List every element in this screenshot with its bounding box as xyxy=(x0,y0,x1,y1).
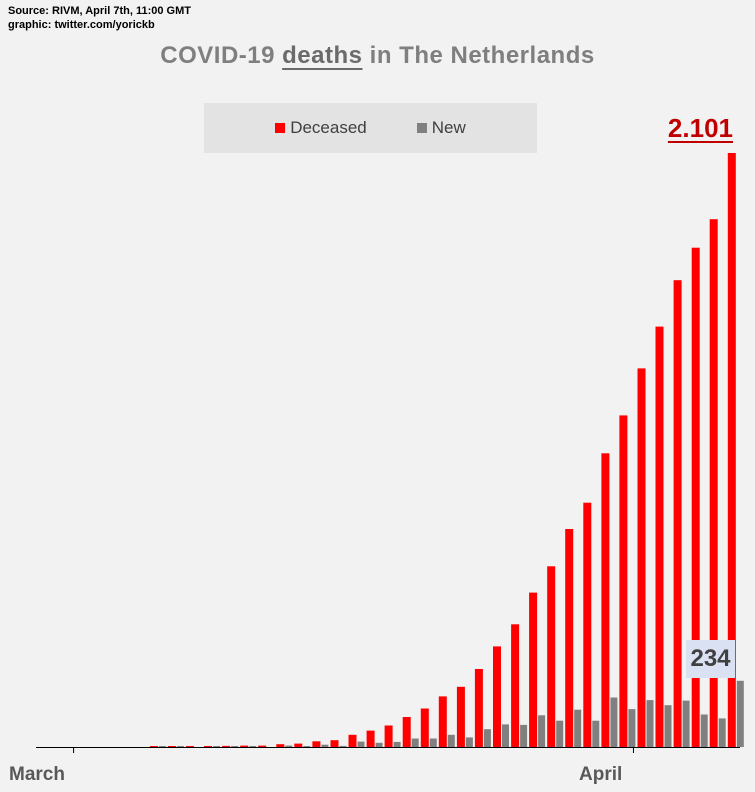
bar-deceased xyxy=(204,746,212,747)
bar-deceased xyxy=(511,624,520,747)
bar-new xyxy=(411,738,419,747)
bar-deceased xyxy=(456,686,465,747)
bar-new xyxy=(285,745,293,747)
bar-new xyxy=(718,718,726,747)
bar-new xyxy=(646,700,654,747)
legend-label-deceased: Deceased xyxy=(290,118,367,137)
legend-swatch-deceased xyxy=(275,123,286,133)
bar-deceased xyxy=(240,745,249,747)
bar-deceased xyxy=(420,708,429,747)
bar-new xyxy=(682,700,690,747)
bar-deceased xyxy=(673,280,682,747)
bar-new xyxy=(321,744,329,747)
bar-deceased xyxy=(294,743,303,747)
data-label-new-last: 234 xyxy=(686,640,735,678)
bar-deceased xyxy=(149,746,158,747)
chart-legend: Deceased New xyxy=(204,103,537,153)
bar-new xyxy=(339,745,347,747)
bar-deceased xyxy=(167,746,176,747)
bar-new xyxy=(465,737,473,747)
bar-new xyxy=(231,746,239,747)
bar-deceased xyxy=(330,740,339,747)
bar-new xyxy=(303,746,311,747)
bar-new xyxy=(610,697,618,747)
bar-new xyxy=(447,734,455,747)
x-tick-label-march: March xyxy=(9,764,65,785)
bar-deceased xyxy=(727,153,736,747)
bar-new xyxy=(574,709,582,747)
bar-new xyxy=(429,738,437,747)
bar-deceased xyxy=(583,502,592,747)
bar-new xyxy=(538,715,546,747)
bar-new xyxy=(736,680,744,747)
bar-deceased xyxy=(637,368,646,747)
data-label-deceased-last: 2.101 xyxy=(667,113,733,143)
bar-deceased xyxy=(601,453,610,747)
bar-deceased xyxy=(529,592,538,747)
x-tick-label-april: April xyxy=(579,764,623,785)
bar-deceased xyxy=(384,725,393,747)
bar-deceased xyxy=(709,219,718,747)
bar-deceased xyxy=(474,669,483,747)
bar-deceased xyxy=(348,734,357,747)
bar-new xyxy=(520,724,528,747)
bar-new xyxy=(393,741,401,747)
legend-label-new: New xyxy=(431,118,466,137)
bar-deceased xyxy=(258,745,267,747)
source-line: Source: RIVM, April 7th, 11:00 GMT xyxy=(8,5,191,17)
bar-new xyxy=(664,705,672,747)
bar-new xyxy=(375,742,383,747)
bar-deceased xyxy=(565,529,574,747)
graphic-credit: graphic: twitter.com/yorickb xyxy=(8,19,155,31)
bar-deceased xyxy=(186,746,194,747)
bar-new xyxy=(592,720,600,747)
bar-new xyxy=(357,741,365,747)
bar-deceased xyxy=(547,566,556,747)
legend-swatch-new xyxy=(416,123,427,133)
bar-new xyxy=(213,746,220,747)
bar-new xyxy=(628,709,636,747)
bar-deceased xyxy=(366,730,375,747)
title-part-1: COVID-19 xyxy=(160,42,275,69)
title-highlight: deaths xyxy=(282,42,363,69)
bar-new xyxy=(176,746,184,747)
legend-item-new: New xyxy=(416,118,466,138)
title-part-3: in The Netherlands xyxy=(369,42,595,69)
bar-new xyxy=(556,720,564,747)
bar-deceased xyxy=(438,696,447,747)
bar-new xyxy=(700,714,708,747)
chart-title: COVID-19 deaths in The Netherlands xyxy=(0,42,755,70)
legend-item-deceased: Deceased xyxy=(275,118,367,138)
bar-deceased xyxy=(222,745,231,747)
bar-new xyxy=(483,729,491,747)
bar-deceased xyxy=(493,646,501,747)
bar-new xyxy=(502,724,509,747)
bar-deceased xyxy=(312,741,321,747)
bar-new xyxy=(249,746,257,747)
bar-deceased xyxy=(655,326,664,747)
bar-new xyxy=(158,746,166,747)
bar-deceased xyxy=(691,247,700,747)
bar-deceased xyxy=(402,717,411,747)
bar-deceased xyxy=(276,744,285,747)
bar-deceased xyxy=(619,415,628,747)
source-note: Source: RIVM, April 7th, 11:00 GMT graph… xyxy=(8,4,191,32)
